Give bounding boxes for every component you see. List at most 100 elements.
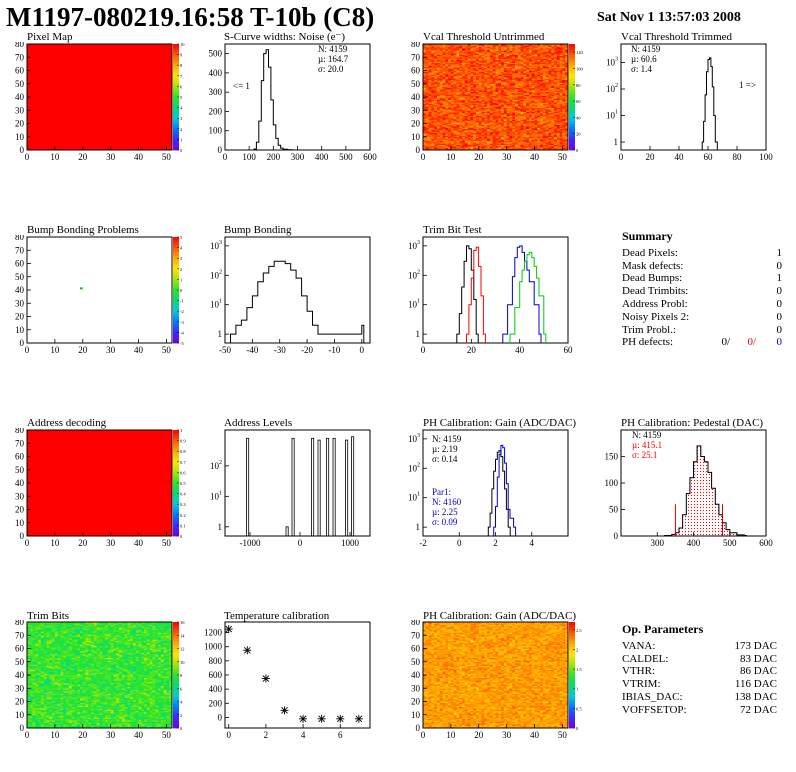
heatmap-cell: [467, 73, 471, 75]
heatmap-cell: [27, 624, 31, 627]
heatmap-cell: [501, 98, 505, 100]
heatmap-cell: [559, 122, 563, 124]
heatmap-cell: [442, 142, 446, 144]
heatmap-cell: [542, 127, 546, 130]
heatmap-cell: [509, 116, 513, 119]
heatmap-cell: [503, 49, 507, 51]
heatmap-cell: [534, 61, 538, 63]
heatmap-cell: [448, 134, 452, 136]
heatmap-cell: [559, 123, 563, 126]
heatmap-cell: [528, 49, 533, 51]
heatmap-cell: [517, 59, 521, 62]
heatmap-cell: [448, 144, 452, 147]
heatmap-cell: [515, 139, 519, 142]
heatmap-cell: [448, 124, 452, 127]
heatmap-cell: [489, 132, 494, 135]
heatmap-cell: [526, 139, 530, 142]
heatmap-cell: [523, 134, 527, 136]
heatmap-cell: [498, 85, 502, 87]
heatmap-cell: [515, 53, 519, 55]
heatmap-cell: [556, 85, 560, 87]
heatmap-cell: [520, 51, 524, 54]
heatmap-cell: [545, 126, 549, 128]
heatmap-cell: [29, 717, 33, 720]
heatmap-cell: [462, 100, 466, 103]
heatmap-cell: [492, 87, 496, 90]
heatmap-cell: [526, 98, 530, 100]
heatmap-cell: [517, 134, 521, 136]
colorbar-segment: [173, 520, 179, 524]
heatmap-cell: [489, 81, 494, 83]
heatmap-cell: [470, 58, 474, 61]
heatmap-cell: [559, 127, 563, 130]
heatmap-cell: [509, 135, 513, 138]
heatmap-cell: [29, 673, 33, 676]
heatmap-cell: [498, 94, 502, 96]
y-tick-label: 50: [15, 79, 25, 89]
heatmap-cell: [462, 47, 466, 50]
heatmap-cell: [459, 107, 463, 110]
colorbar-segment: [173, 57, 179, 61]
heatmap-cell: [467, 45, 471, 47]
heatmap-cell: [484, 73, 488, 75]
heatmap-cell: [439, 93, 443, 95]
heatmap-cell: [523, 45, 527, 47]
heatmap-cell: [512, 110, 516, 112]
heatmap-cell: [487, 136, 491, 139]
heatmap-cell: [565, 85, 569, 87]
x-tick-label: 1000: [341, 538, 360, 548]
heatmap-cell: [562, 98, 566, 100]
heatmap-cell: [528, 57, 533, 59]
heatmap-cell: [475, 124, 480, 127]
heatmap-cell: [29, 664, 33, 667]
heatmap-cell: [515, 59, 519, 62]
heatmap-cell: [462, 97, 466, 99]
heatmap-cell: [545, 55, 549, 58]
heatmap-cell: [32, 698, 36, 701]
heatmap-cell: [537, 75, 541, 78]
heatmap-cell: [562, 95, 566, 98]
heatmap-cell: [478, 79, 482, 82]
heatmap-cell: [436, 49, 441, 51]
heatmap-cell: [423, 61, 427, 63]
heatmap-cell: [29, 633, 33, 636]
heatmap-cell: [515, 69, 519, 71]
y-tick-label: 10: [210, 491, 220, 501]
heatmap-cell: [562, 114, 566, 116]
heatmap-cell: [562, 75, 566, 78]
heatmap-cell: [29, 622, 33, 624]
heatmap-cell: [559, 78, 563, 81]
heatmap-cell: [428, 126, 432, 128]
heatmap-cell: [423, 63, 427, 66]
heatmap-cell: [562, 45, 566, 47]
x-tick-label: 0: [421, 345, 426, 355]
heatmap-cell: [448, 85, 452, 87]
heatmap-cell: [556, 134, 560, 136]
heatmap-cell: [434, 135, 438, 138]
heatmap-cell: [509, 140, 513, 143]
heatmap-cell: [462, 44, 466, 46]
heatmap-cell: [534, 147, 538, 149]
heatmap-cell: [551, 116, 555, 119]
heatmap-cell: [445, 79, 449, 82]
heatmap-cell: [523, 114, 527, 116]
heatmap-cell: [459, 55, 463, 58]
heatmap-cell: [487, 106, 491, 108]
heatmap-cell: [473, 136, 477, 139]
stats-line: σ: 25.1: [632, 450, 657, 460]
heatmap-cell: [487, 97, 491, 99]
heatmap-cell: [445, 82, 449, 85]
heatmap-cell: [442, 104, 446, 107]
heatmap-cell: [436, 126, 441, 128]
heatmap-cell: [542, 130, 546, 132]
heatmap-cell: [467, 140, 471, 143]
heatmap-cell: [559, 91, 563, 94]
heatmap-cell: [473, 98, 477, 100]
heatmap-cell: [445, 143, 449, 146]
heatmap-cell: [423, 144, 427, 147]
heatmap-cell: [556, 104, 560, 107]
heatmap-cell: [509, 91, 513, 94]
colorbar-segment: [173, 464, 179, 468]
heatmap-cell: [554, 99, 558, 102]
heatmap-cell: [462, 82, 466, 85]
